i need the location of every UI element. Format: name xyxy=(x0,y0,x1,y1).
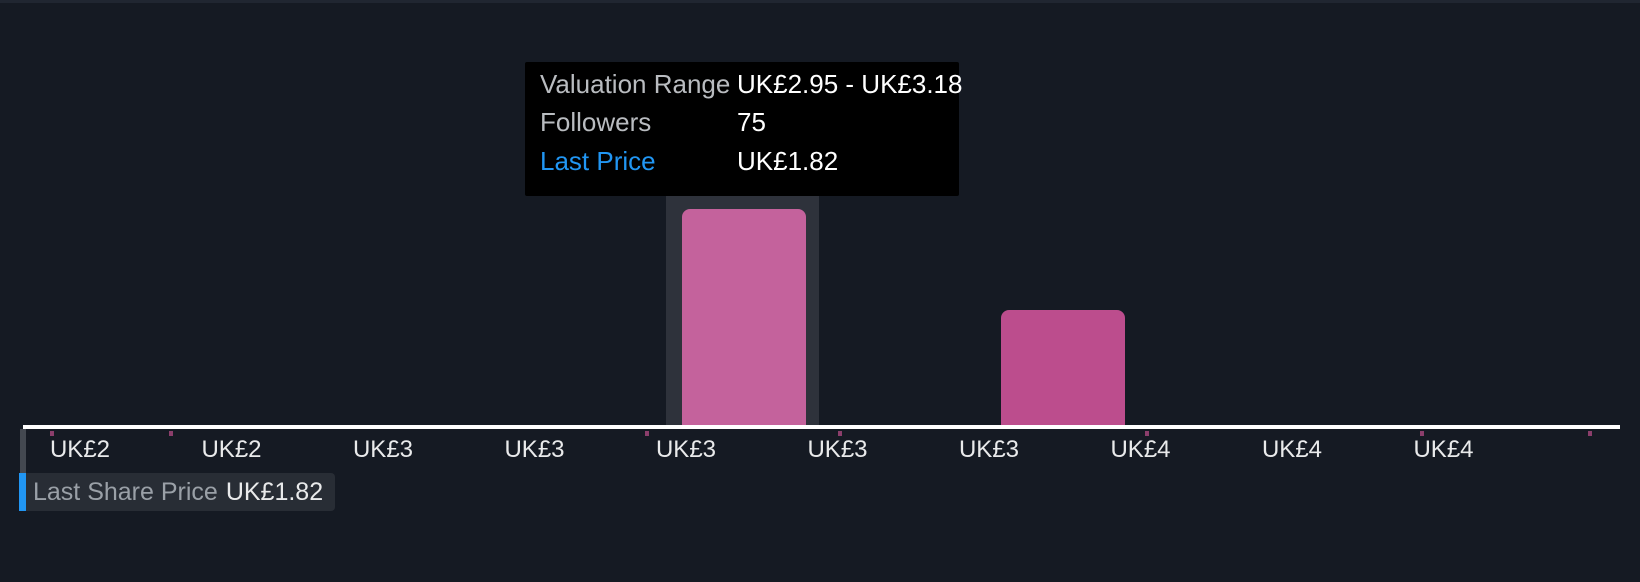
tooltip: Valuation Range UK£2.95 - UK£3.18 Follow… xyxy=(525,62,962,196)
axis-tick-marker-6 xyxy=(1588,431,1592,436)
tooltip-label: Valuation Range xyxy=(540,68,731,99)
x-axis-label-4: UK£3 xyxy=(655,436,717,463)
axis-tick-marker-3 xyxy=(838,431,842,436)
last-share-price-badge: Last Share Price UK£1.82 xyxy=(19,473,336,511)
x-axis-label-9: UK£4 xyxy=(1413,436,1474,463)
tooltip-row-last-price: Last Price UK£1.82 xyxy=(540,142,941,181)
histogram-bar-0[interactable] xyxy=(682,209,806,425)
x-axis-line xyxy=(23,425,1620,429)
tooltip-row-valuation-range: Valuation Range UK£2.95 - UK£3.18 xyxy=(540,65,962,104)
tooltip-value: 75 xyxy=(737,107,766,138)
tooltip-row-followers: Followers 75 xyxy=(540,104,941,143)
x-axis-label-5: UK£3 xyxy=(807,436,868,463)
last-share-price-label: Last Share Price xyxy=(33,477,218,506)
axis-tick-marker-5 xyxy=(1420,431,1424,436)
tooltip-value: UK£1.82 xyxy=(737,145,839,176)
axis-tick-marker-0 xyxy=(50,431,54,436)
x-axis-label-1: UK£2 xyxy=(201,436,262,463)
axis-tick-marker-4 xyxy=(1145,431,1149,436)
last-share-price-value: UK£1.82 xyxy=(225,477,324,506)
x-axis-label-7: UK£4 xyxy=(1110,436,1171,463)
x-axis-label-2: UK£3 xyxy=(352,436,414,463)
x-axis-label-6: UK£3 xyxy=(958,436,1020,463)
tooltip-value: UK£2.95 - UK£3.18 xyxy=(737,68,963,99)
histogram-bar-1[interactable] xyxy=(1001,310,1125,425)
tooltip-label: Last Price xyxy=(540,145,656,176)
x-axis-label-8: UK£4 xyxy=(1261,436,1323,463)
x-axis-label-3: UK£3 xyxy=(504,436,565,463)
axis-tick-marker-2 xyxy=(645,431,649,436)
tooltip-label: Followers xyxy=(540,107,652,138)
axis-tick-marker-1 xyxy=(169,431,173,436)
window-top-edge xyxy=(0,0,1640,3)
last-price-connector-line xyxy=(20,429,26,473)
x-axis-label-0: UK£2 xyxy=(49,436,111,463)
